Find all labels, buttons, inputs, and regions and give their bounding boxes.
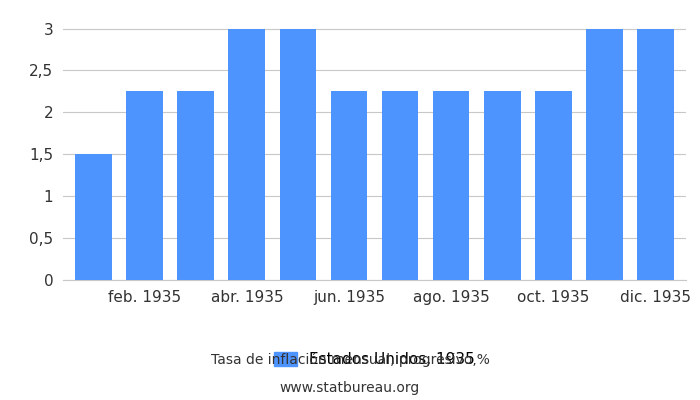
Bar (382, 92, 419, 280)
Bar (76, 154, 112, 280)
Legend: Estados Unidos, 1935: Estados Unidos, 1935 (268, 346, 481, 373)
Bar (126, 92, 163, 280)
Bar (535, 92, 572, 280)
Bar (433, 92, 470, 280)
Bar (228, 28, 265, 280)
Bar (330, 92, 368, 280)
Text: www.statbureau.org: www.statbureau.org (280, 381, 420, 395)
Bar (279, 28, 316, 280)
Text: Tasa de inflación mensual, progresivo,%: Tasa de inflación mensual, progresivo,% (211, 353, 489, 367)
Bar (637, 28, 673, 280)
Bar (586, 28, 623, 280)
Bar (484, 92, 521, 280)
Bar (177, 92, 214, 280)
